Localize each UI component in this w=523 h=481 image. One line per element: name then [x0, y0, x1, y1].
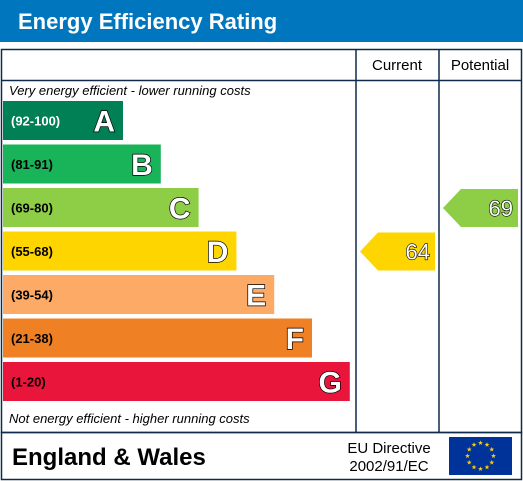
potential-rating-arrow	[443, 189, 518, 227]
potential-rating-value: 69	[489, 196, 513, 221]
current-rating-arrow	[360, 232, 435, 271]
top-note: Very energy efficient - lower running co…	[9, 83, 251, 98]
band-f-letter: F	[286, 323, 304, 356]
band-g	[3, 362, 350, 401]
band-g-range: (1-20)	[11, 375, 46, 390]
band-c-letter: C	[169, 193, 191, 226]
eu-star-icon	[471, 464, 477, 470]
eu-star-icon	[478, 466, 483, 472]
eu-star-icon	[471, 442, 477, 447]
eu-star-icon	[478, 440, 483, 446]
band-a-range: (92-100)	[11, 114, 60, 129]
footer-frame	[0, 431, 523, 481]
eu-star-icon	[489, 446, 495, 452]
eu-star-icon	[491, 453, 496, 459]
band-f-range: (21-38)	[11, 331, 53, 346]
rating-arrows: 64 69	[360, 189, 518, 271]
rating-bands: (92-100) A (81-91) B (69-80) C (55-68) D (39-54)…	[3, 101, 350, 401]
band-c-range: (69-80)	[11, 201, 53, 216]
directive-line-2: 2002/91/EC	[349, 458, 428, 475]
potential-column-header: Potential	[451, 57, 509, 74]
eu-star-icon	[466, 446, 472, 452]
band-g-letter: G	[318, 367, 341, 400]
eu-star-icon	[466, 459, 472, 465]
title-bar	[0, 0, 523, 42]
current-rating-value: 64	[406, 240, 430, 265]
band-e-letter: E	[246, 280, 266, 313]
bottom-note: Not energy efficient - higher running co…	[9, 411, 250, 426]
band-d	[3, 231, 237, 271]
band-e-range: (39-54)	[11, 288, 53, 303]
current-column-header: Current	[372, 57, 423, 74]
eu-star-icon	[484, 464, 490, 470]
eu-star-icon	[484, 442, 490, 447]
band-d-letter: D	[207, 236, 229, 269]
band-a	[3, 101, 123, 140]
band-f	[3, 318, 312, 358]
band-d-range: (55-68)	[11, 244, 53, 259]
eu-flag-icon	[449, 437, 512, 475]
directive-line-1: EU Directive	[347, 440, 430, 457]
band-c	[3, 188, 199, 227]
band-a-letter: A	[93, 106, 115, 139]
chart-title: Energy Efficiency Rating	[18, 9, 277, 34]
band-b	[3, 144, 161, 184]
band-e	[3, 275, 275, 314]
eu-star-icon	[489, 459, 495, 465]
band-b-letter: B	[131, 149, 153, 182]
region-label: England & Wales	[12, 444, 206, 471]
band-b-range: (81-91)	[11, 157, 53, 172]
eu-star-icon	[465, 453, 470, 459]
